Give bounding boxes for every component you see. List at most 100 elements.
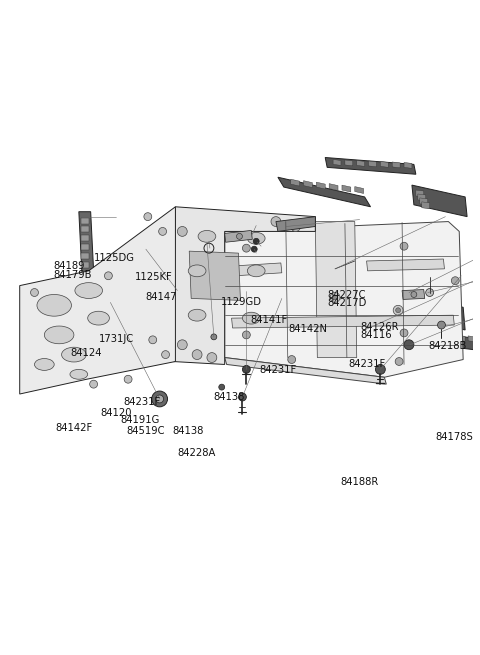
Polygon shape: [412, 185, 467, 217]
Circle shape: [178, 340, 187, 350]
Circle shape: [426, 289, 433, 297]
Polygon shape: [81, 262, 89, 268]
Polygon shape: [416, 315, 424, 322]
Circle shape: [90, 380, 97, 388]
Polygon shape: [429, 334, 435, 340]
Polygon shape: [20, 207, 175, 394]
Polygon shape: [357, 321, 364, 327]
Circle shape: [207, 352, 217, 362]
Text: 84228A: 84228A: [177, 449, 216, 458]
Text: 84189: 84189: [53, 261, 84, 271]
Circle shape: [211, 334, 217, 340]
Polygon shape: [478, 337, 480, 343]
Polygon shape: [402, 290, 425, 299]
Polygon shape: [355, 187, 364, 193]
Polygon shape: [333, 159, 341, 166]
Polygon shape: [416, 190, 424, 197]
Circle shape: [178, 227, 187, 236]
Polygon shape: [316, 182, 325, 189]
Circle shape: [237, 233, 242, 239]
Circle shape: [291, 221, 300, 231]
Text: 84178S: 84178S: [435, 432, 473, 442]
Polygon shape: [81, 217, 89, 223]
Polygon shape: [81, 244, 89, 250]
Text: 84126R: 84126R: [360, 322, 399, 332]
Polygon shape: [418, 194, 426, 201]
Circle shape: [396, 308, 401, 312]
Polygon shape: [235, 263, 282, 276]
Polygon shape: [369, 161, 376, 167]
Polygon shape: [325, 157, 416, 174]
Polygon shape: [225, 231, 252, 242]
Polygon shape: [315, 221, 357, 358]
Polygon shape: [231, 315, 454, 328]
Text: 1125KF: 1125KF: [135, 272, 173, 282]
Polygon shape: [404, 162, 412, 168]
Circle shape: [400, 329, 408, 337]
Ellipse shape: [37, 295, 72, 316]
Text: 84124: 84124: [70, 348, 101, 358]
Circle shape: [159, 227, 167, 235]
Circle shape: [242, 244, 250, 252]
Polygon shape: [409, 295, 465, 330]
Text: 1731JC: 1731JC: [99, 334, 134, 344]
Circle shape: [438, 321, 445, 329]
Ellipse shape: [35, 358, 54, 370]
Polygon shape: [276, 217, 315, 231]
Circle shape: [192, 350, 202, 360]
Text: 84188R: 84188R: [341, 477, 379, 487]
Polygon shape: [458, 335, 465, 341]
Circle shape: [152, 391, 168, 407]
Circle shape: [31, 289, 38, 297]
Polygon shape: [81, 235, 89, 241]
Circle shape: [271, 217, 281, 227]
Text: 84231F: 84231F: [348, 360, 385, 369]
Ellipse shape: [75, 283, 103, 299]
Polygon shape: [189, 251, 240, 301]
Polygon shape: [357, 314, 364, 320]
Polygon shape: [357, 335, 364, 341]
Polygon shape: [448, 335, 455, 341]
Circle shape: [124, 375, 132, 383]
Circle shape: [330, 293, 340, 303]
Ellipse shape: [198, 231, 216, 242]
Polygon shape: [357, 307, 364, 313]
Text: 84217D: 84217D: [327, 298, 367, 308]
Polygon shape: [225, 221, 463, 377]
Polygon shape: [342, 185, 351, 192]
Ellipse shape: [247, 265, 265, 277]
Polygon shape: [424, 332, 480, 352]
Polygon shape: [468, 336, 475, 342]
Circle shape: [451, 277, 459, 285]
Text: 84227C: 84227C: [327, 290, 366, 299]
Circle shape: [333, 295, 337, 300]
Polygon shape: [303, 181, 312, 187]
Polygon shape: [329, 183, 338, 191]
Circle shape: [252, 246, 257, 252]
Text: 84147: 84147: [146, 292, 177, 302]
Circle shape: [404, 340, 414, 350]
Ellipse shape: [188, 265, 206, 277]
Polygon shape: [291, 179, 300, 186]
Polygon shape: [81, 280, 89, 286]
Polygon shape: [415, 310, 423, 317]
Polygon shape: [355, 303, 369, 342]
Polygon shape: [278, 178, 371, 207]
Polygon shape: [225, 358, 386, 384]
Circle shape: [239, 393, 246, 401]
Text: 84138: 84138: [214, 392, 245, 402]
Polygon shape: [439, 335, 445, 341]
Circle shape: [411, 291, 417, 297]
Text: 84218B: 84218B: [429, 341, 467, 350]
Text: 84116: 84116: [360, 330, 392, 340]
Polygon shape: [357, 328, 364, 334]
Text: 84179B: 84179B: [53, 270, 92, 280]
Circle shape: [242, 331, 250, 339]
Circle shape: [162, 350, 169, 358]
Text: 1125DG: 1125DG: [94, 253, 135, 263]
Ellipse shape: [44, 326, 74, 344]
Text: 1129GD: 1129GD: [221, 297, 263, 307]
Polygon shape: [392, 162, 400, 168]
Polygon shape: [413, 301, 421, 307]
Text: 84231F: 84231F: [123, 398, 160, 407]
